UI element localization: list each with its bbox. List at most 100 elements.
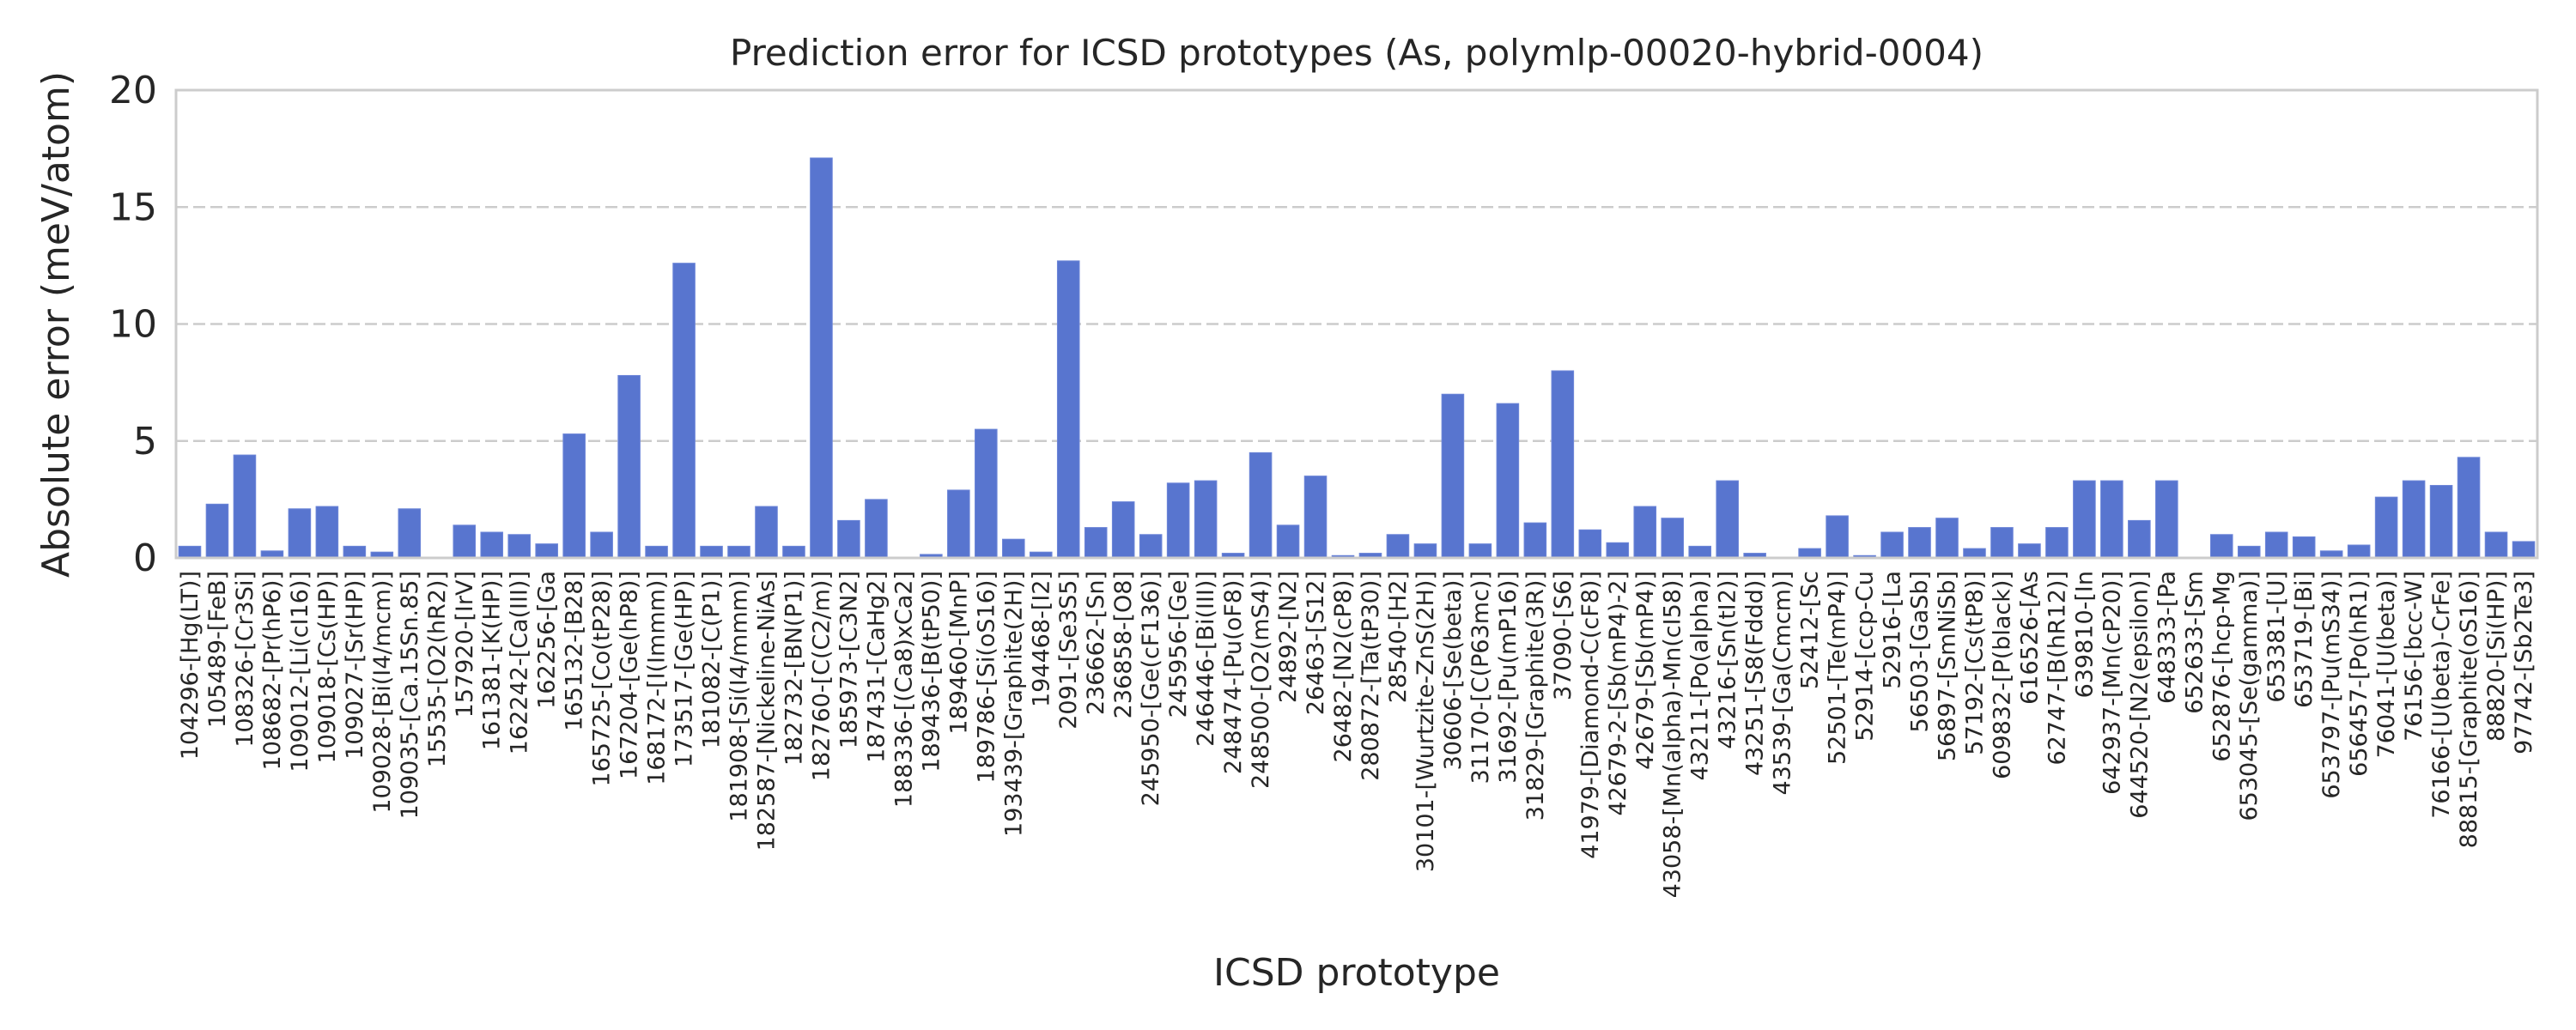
x-tick-label: 187431-[CaHg2] xyxy=(863,571,890,763)
x-tick-label: 653797-[Pu(mS34)] xyxy=(2318,571,2345,799)
x-tick-label: 76156-[bcc-W] xyxy=(2401,571,2427,742)
x-tick-label: 194468-[I2] xyxy=(1028,571,1054,707)
bar xyxy=(480,531,504,559)
x-tick-label: 182760-[C(C2/m)] xyxy=(808,571,835,781)
x-tick-label: 52412-[Sc xyxy=(1797,571,1824,689)
bar xyxy=(2045,527,2069,559)
bar xyxy=(1166,482,1190,559)
x-tick-label: 652876-[hcp-Mg xyxy=(2208,571,2235,762)
x-tick-label: 653719-[Bi] xyxy=(2291,571,2318,708)
x-tick-label: 43058-[Mn(alpha)-Mn(cI58)] xyxy=(1660,571,1686,898)
x-tick-label: 15535-[O2(hR2)] xyxy=(424,571,451,767)
bar xyxy=(1935,518,1959,559)
bar xyxy=(2073,480,2096,559)
x-tick-label: 656457-[Po(hR1)] xyxy=(2346,571,2372,777)
bar xyxy=(2018,543,2041,559)
x-tick-label: 652633-[Sm xyxy=(2181,571,2208,714)
bar xyxy=(2237,545,2261,559)
x-tick-label: 248474-[Pu(oF8)] xyxy=(1220,571,1247,774)
bar xyxy=(1413,543,1437,559)
bar xyxy=(1551,370,1575,559)
x-tick-label: 109035-[Ca.15Sn.85] xyxy=(397,571,423,819)
bar xyxy=(975,428,998,559)
bar xyxy=(1111,501,1135,559)
x-tick-label: 52916-[La xyxy=(1880,571,1906,689)
bar xyxy=(2484,531,2508,559)
bar xyxy=(1798,548,1821,559)
x-tick-label: 52501-[Te(mP4)] xyxy=(1825,571,1851,765)
bar xyxy=(645,545,668,559)
x-tick-label: 26463-[S12] xyxy=(1303,571,1329,715)
bar xyxy=(700,545,723,559)
bar xyxy=(1002,538,1025,559)
x-tick-label: 245950-[Ge(cF136)] xyxy=(1138,571,1164,806)
bar xyxy=(562,433,586,559)
x-tick-label: 245956-[Ge] xyxy=(1165,571,1192,718)
bar xyxy=(1139,534,1163,559)
x-tick-label: 62747-[B(hR12)] xyxy=(2044,571,2070,766)
bar xyxy=(1963,548,1986,559)
bar xyxy=(535,543,558,559)
bar xyxy=(1633,506,1657,559)
x-tick-label: 97742-[Sb2Te3] xyxy=(2511,571,2537,754)
x-tick-label: 42679-[Sb(mP4)] xyxy=(1632,571,1659,770)
x-tick-label: 43251-[S8(Fddd)] xyxy=(1742,571,1769,776)
x-tick-label: 236662-[Sn] xyxy=(1083,571,1109,715)
x-tick-label: 653381-[U] xyxy=(2263,571,2290,703)
x-tick-label: 182587-[Nickeline-NiAs] xyxy=(754,571,781,851)
bar xyxy=(1606,542,1630,559)
bar xyxy=(1578,529,1602,559)
x-tick-label: 57192-[Cs(tP8)] xyxy=(1961,571,1988,755)
x-tick-label: 56503-[GaSb] xyxy=(1907,571,1934,732)
bar xyxy=(2264,531,2288,559)
x-tick-label: 168172-[I(Immm)] xyxy=(644,571,671,785)
x-tick-label: 109028-[Bi(I4/mcm)] xyxy=(369,571,396,814)
x-tick-label: 246446-[Bi(III)] xyxy=(1193,571,1219,747)
x-tick-labels: 104296-[Hg(LT)] 105489-[FeB] 108326-[Cr3Si… xyxy=(177,571,2537,898)
bar xyxy=(2457,457,2481,559)
bar xyxy=(727,545,750,559)
x-tick-label: 189786-[Si(oS16)] xyxy=(973,571,999,784)
bar xyxy=(2209,534,2233,559)
bar xyxy=(1276,524,1300,559)
x-tick-label: 31829-[Graphite(3R)] xyxy=(1522,571,1549,821)
x-tick-label: 76041-[U(beta)] xyxy=(2373,571,2400,758)
bar xyxy=(1386,534,1410,559)
bar xyxy=(2429,485,2453,559)
x-tick-label: 181908-[Si(I4/mmm)] xyxy=(726,571,753,822)
x-tick-label: 42679-2-[Sb(mP4)-2] xyxy=(1605,571,1631,816)
bar xyxy=(398,508,422,559)
x-tick-label: 609832-[P(black)] xyxy=(1989,571,2015,779)
bar xyxy=(672,263,696,559)
x-tick-label: 639810-[In xyxy=(2071,571,2098,698)
bar xyxy=(205,503,229,559)
x-tick-label: 644520-[N2(epsilon)] xyxy=(2126,571,2153,819)
bar xyxy=(315,506,339,559)
bar xyxy=(865,499,888,559)
bar xyxy=(1056,260,1080,559)
x-tick-label: 104296-[Hg(LT)] xyxy=(177,571,204,760)
x-tick-label: 653045-[Se(gamma)] xyxy=(2236,571,2263,821)
y-tick-label: 5 xyxy=(133,420,157,464)
bar xyxy=(1826,515,1849,559)
x-tick-label: 280872-[Ta(tP30)] xyxy=(1358,571,1384,781)
x-tick-label: 182732-[BN(P1)] xyxy=(781,571,807,766)
y-tick-label: 15 xyxy=(109,185,157,229)
x-tick-label: 161381-[K(HP)] xyxy=(479,571,506,750)
bar xyxy=(617,374,641,559)
bar xyxy=(343,545,367,559)
x-tick-label: 105489-[FeB] xyxy=(204,571,231,728)
x-tick-label: 108682-[Pr(hP6)] xyxy=(259,571,286,770)
bar xyxy=(810,157,833,559)
bar xyxy=(1990,527,2014,559)
x-tick-label: 88820-[Si(HP)] xyxy=(2483,571,2510,742)
x-tick-label: 248500-[O2(mS4)] xyxy=(1248,571,1274,789)
x-tick-label: 162256-[Ga xyxy=(534,571,561,709)
x-tick-label: 165132-[B28] xyxy=(562,571,588,731)
bar xyxy=(1661,518,1685,559)
x-tick-label: 642937-[Mn(cP20)] xyxy=(2099,571,2125,795)
x-tick-label: 24892-[N2] xyxy=(1275,571,1302,703)
x-tick-label: 188336-[(Ca8)xCa2] xyxy=(890,571,917,808)
x-tick-label: 37090-[S6] xyxy=(1550,571,1577,700)
